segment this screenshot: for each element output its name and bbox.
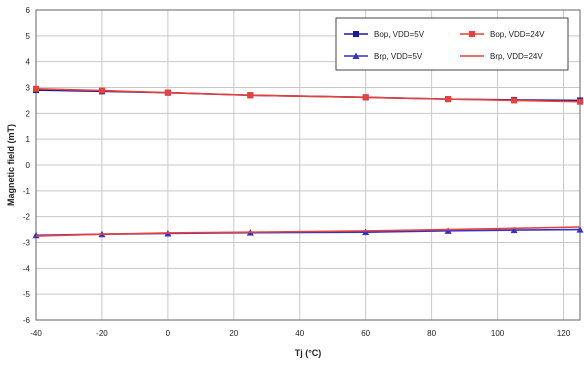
- x-tick-label: 60: [361, 329, 370, 338]
- y-tick-label: -3: [23, 239, 31, 248]
- data-point: [98, 87, 105, 94]
- data-point: [352, 52, 360, 59]
- plot-frame: [35, 9, 581, 321]
- legend-item: Bop, VDD=24V: [460, 30, 545, 39]
- y-tick-label: 1: [26, 135, 31, 144]
- y-tick-label: -1: [23, 187, 31, 196]
- data-point: [164, 89, 171, 96]
- legend-item: Bop, VDD=5V: [344, 30, 425, 39]
- y-tick-label: -2: [23, 213, 31, 222]
- data-point: [362, 228, 370, 236]
- data-point: [445, 96, 452, 103]
- data-point: [247, 92, 254, 99]
- x-tick-label: 120: [557, 329, 571, 338]
- legend-item: Brp, VDD=5V: [344, 52, 423, 61]
- y-tick-label: -6: [23, 316, 31, 325]
- x-tick-label: 100: [491, 329, 505, 338]
- data-point: [33, 85, 39, 92]
- y-tick-labels: -6 -5 -4 -3 -2 -1 0 1 2 3 4 5 6: [23, 6, 31, 325]
- x-tick-label: 40: [295, 329, 304, 338]
- legend: Bop, VDD=5V Brp, VDD=5V Bop, VDD=24V Brp, V…: [335, 17, 569, 71]
- legend-box: [335, 17, 569, 71]
- x-tick-label: 0: [166, 329, 171, 338]
- legend-label: Brp, VDD=5V: [374, 52, 423, 61]
- legend-label: Brp, VDD=24V: [490, 52, 543, 61]
- x-axis-label: Tj (°C): [295, 348, 322, 358]
- x-tick-label: 20: [229, 329, 238, 338]
- y-tick-label: 2: [26, 109, 31, 118]
- series-0: [33, 87, 583, 104]
- y-tick-label: 3: [26, 84, 31, 93]
- data-point: [577, 98, 583, 105]
- legend-label: Bop, VDD=5V: [374, 30, 425, 39]
- y-tick-label: 0: [26, 161, 31, 170]
- data-point: [444, 227, 452, 234]
- data-point: [511, 97, 518, 104]
- y-tick-label: 6: [26, 6, 31, 15]
- data-point: [362, 94, 369, 101]
- x-tick-label: 80: [427, 329, 436, 338]
- series-line: [35, 226, 581, 237]
- legend-label: Bop, VDD=24V: [490, 30, 545, 39]
- y-tick-label: 5: [26, 32, 31, 41]
- x-tick-label: -20: [96, 329, 108, 338]
- data-point: [353, 31, 359, 37]
- y-tick-label: 4: [26, 58, 31, 67]
- series-line: [35, 87, 581, 103]
- x-tick-labels: -40 -20 0 20 40 60 80 100 120: [30, 329, 571, 338]
- x-tick-label: -40: [30, 329, 42, 338]
- y-tick-label: -4: [23, 264, 31, 273]
- legend-item: Brp, VDD=24V: [460, 52, 543, 61]
- data-point: [576, 226, 584, 233]
- series-1: [33, 85, 583, 105]
- series-layer: [32, 85, 584, 239]
- data-point: [510, 226, 518, 234]
- y-axis-label: Magnetic field (mT): [6, 124, 16, 206]
- data-point: [469, 31, 475, 37]
- y-tick-label: -5: [23, 290, 31, 299]
- series-3: [35, 226, 581, 237]
